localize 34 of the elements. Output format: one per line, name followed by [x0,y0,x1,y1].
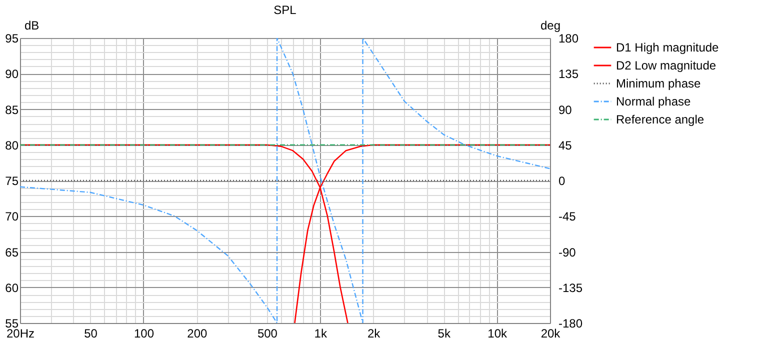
y2-tick-label: 45 [558,138,572,152]
y2-tick-label: 90 [558,102,572,117]
legend-label: Normal phase [616,94,692,108]
y-axis-title: dB [24,18,40,32]
y2-axis-title: deg [540,18,561,32]
x-tick-label: 5k [438,326,452,340]
y2-tick-label: 0 [558,174,566,188]
y2-tick-label: -90 [558,245,576,260]
legend-label: D2 Low magnitude [616,58,716,72]
x-tick-label: 500 [257,326,278,340]
x-tick-label: 1k [314,326,328,340]
x-tick-label: 2k [367,326,382,340]
y-tick-label: 75 [5,174,19,188]
x-tick-label: 50 [84,326,98,340]
y-tick-label: 80 [5,138,19,152]
x-tick-label: 200 [187,326,208,340]
y2-tick-label: 135 [558,67,579,82]
y2-tick-label: -135 [558,280,583,295]
y2-tick-label: -180 [558,316,583,330]
y-tick-label: 60 [5,280,19,295]
legend-label: Reference angle [616,112,704,126]
x-tick-label: 20k [540,326,562,340]
y-tick-label: 70 [5,210,19,224]
x-tick-label: 10k [488,326,508,340]
legend-label: Minimum phase [616,76,702,90]
legend-label: D1 High magnitude [616,40,720,54]
y2-tick-label: 180 [558,32,579,46]
y2-tick-label: -45 [558,210,576,224]
chart-title: SPL [274,3,297,17]
y-tick-label: 95 [5,32,19,46]
y-tick-label: 65 [5,245,19,260]
y-tick-label: 90 [5,67,19,82]
x-tick-label: 100 [134,326,154,340]
y-tick-label: 85 [5,102,19,117]
